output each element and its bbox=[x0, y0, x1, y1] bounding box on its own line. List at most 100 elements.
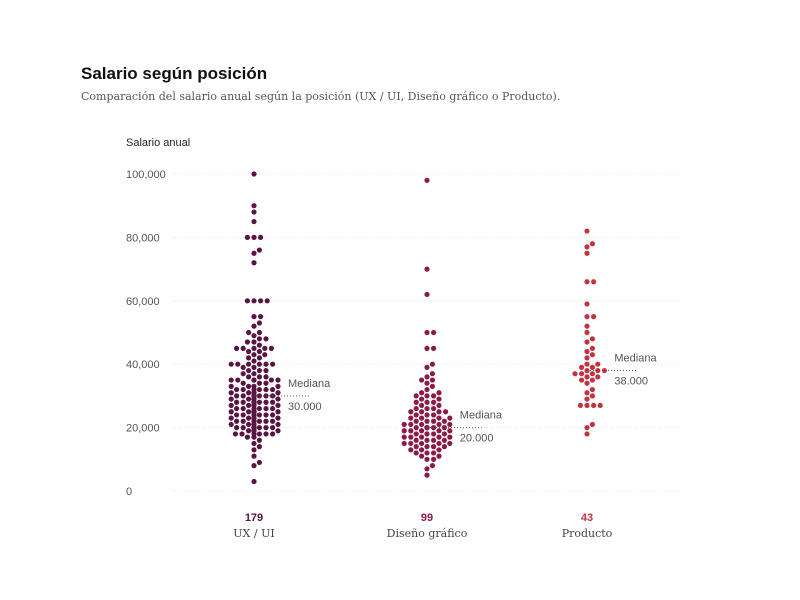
data-point bbox=[419, 415, 425, 421]
data-point bbox=[246, 329, 252, 336]
data-point bbox=[584, 402, 590, 409]
data-point bbox=[413, 425, 419, 431]
data-point bbox=[419, 402, 425, 409]
data-point bbox=[251, 447, 257, 453]
data-point bbox=[584, 396, 590, 402]
data-point bbox=[263, 374, 269, 380]
data-point bbox=[436, 440, 442, 447]
data-point bbox=[234, 393, 240, 399]
data-point bbox=[256, 418, 262, 424]
data-point bbox=[589, 352, 596, 358]
data-point bbox=[251, 323, 257, 329]
data-point bbox=[228, 390, 234, 396]
data-point bbox=[591, 314, 597, 320]
data-point bbox=[584, 279, 590, 285]
data-point bbox=[413, 399, 419, 405]
data-point bbox=[246, 402, 252, 409]
data-point bbox=[595, 367, 601, 374]
data-point bbox=[256, 361, 262, 367]
data-point bbox=[584, 228, 590, 234]
median-annotations: Mediana 30.000 Mediana 20.000 Mediana 38.000 bbox=[254, 353, 657, 445]
data-point bbox=[419, 421, 425, 428]
data-point bbox=[251, 345, 257, 351]
data-point bbox=[436, 428, 442, 434]
data-point bbox=[436, 409, 442, 415]
data-point bbox=[408, 421, 414, 428]
data-point bbox=[240, 386, 246, 393]
data-point bbox=[413, 444, 419, 450]
median-value: 30.000 bbox=[288, 401, 322, 413]
data-point bbox=[251, 358, 257, 364]
data-point bbox=[441, 431, 447, 437]
data-point bbox=[251, 364, 257, 370]
data-point bbox=[424, 393, 430, 399]
data-point bbox=[251, 333, 257, 339]
data-point bbox=[251, 352, 257, 358]
data-point bbox=[436, 415, 442, 421]
data-point bbox=[270, 361, 276, 367]
data-point bbox=[262, 352, 268, 358]
data-point bbox=[424, 266, 430, 272]
data-point bbox=[436, 390, 442, 396]
data-point bbox=[263, 367, 269, 374]
data-point bbox=[419, 453, 425, 459]
data-point bbox=[251, 453, 257, 459]
data-point bbox=[234, 386, 240, 393]
data-point bbox=[235, 361, 241, 367]
data-point bbox=[413, 412, 419, 418]
y-tick-label: 0 bbox=[126, 486, 132, 498]
data-point bbox=[584, 361, 590, 367]
data-point bbox=[263, 405, 269, 412]
y-axis-label: Salario anual bbox=[126, 137, 190, 149]
data-point bbox=[429, 383, 435, 389]
data-point bbox=[408, 434, 414, 440]
data-point bbox=[429, 377, 435, 383]
data-point bbox=[251, 371, 257, 377]
data-point bbox=[275, 428, 281, 434]
y-tick-label: 40,000 bbox=[126, 359, 160, 371]
data-point bbox=[270, 412, 276, 418]
data-point bbox=[584, 244, 590, 250]
data-point bbox=[244, 339, 250, 345]
data-point bbox=[228, 415, 234, 421]
data-point bbox=[262, 345, 268, 351]
data-point bbox=[597, 402, 603, 409]
data-point bbox=[408, 447, 414, 453]
data-point bbox=[256, 386, 262, 393]
data-point bbox=[579, 371, 585, 377]
data-point bbox=[408, 409, 414, 415]
data-point bbox=[591, 279, 597, 285]
data-point bbox=[424, 405, 430, 412]
data-point bbox=[246, 390, 252, 396]
data-point bbox=[263, 399, 269, 405]
data-point bbox=[234, 399, 240, 405]
data-point bbox=[431, 329, 437, 336]
data-point bbox=[251, 171, 257, 177]
data-point bbox=[436, 447, 442, 453]
y-tick-labels: 0 20,000 40,000 60,000 80,000 100,000 bbox=[126, 169, 166, 498]
data-point bbox=[256, 380, 262, 386]
data-point bbox=[251, 260, 257, 266]
data-point bbox=[431, 345, 437, 351]
data-point bbox=[256, 459, 262, 466]
data-point bbox=[419, 377, 425, 383]
data-point bbox=[436, 396, 442, 402]
data-point bbox=[447, 421, 453, 428]
data-point bbox=[431, 405, 437, 412]
data-point bbox=[256, 247, 262, 253]
data-point bbox=[264, 298, 270, 304]
data-point bbox=[441, 437, 447, 443]
data-point bbox=[256, 367, 262, 374]
data-point bbox=[232, 431, 238, 437]
data-point bbox=[251, 383, 257, 389]
data-point bbox=[246, 383, 252, 389]
data-point bbox=[413, 405, 419, 412]
data-point bbox=[228, 396, 234, 402]
data-point bbox=[275, 421, 281, 428]
data-point bbox=[244, 298, 250, 304]
data-point bbox=[584, 390, 590, 396]
data-point bbox=[246, 415, 252, 421]
data-point bbox=[256, 399, 262, 405]
data-point bbox=[436, 434, 442, 440]
data-point bbox=[240, 425, 246, 431]
